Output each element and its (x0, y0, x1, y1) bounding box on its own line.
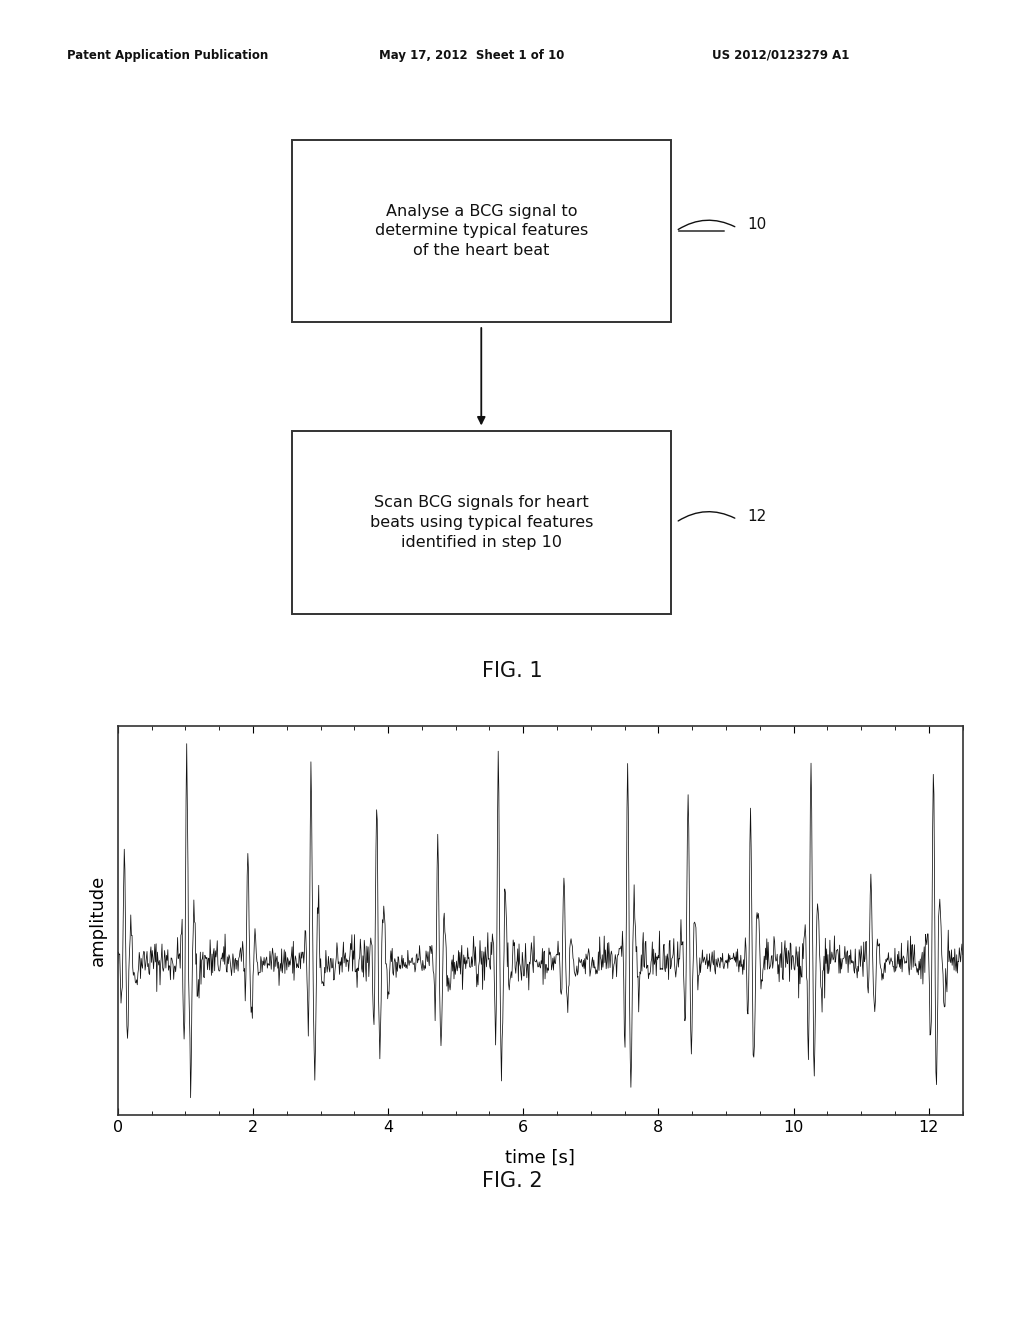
X-axis label: time [s]: time [s] (505, 1150, 575, 1167)
Y-axis label: amplitude: amplitude (89, 875, 106, 966)
Text: 12: 12 (748, 510, 767, 524)
Text: Patent Application Publication: Patent Application Publication (67, 49, 268, 62)
Bar (292, 140, 671, 322)
Text: US 2012/0123279 A1: US 2012/0123279 A1 (712, 49, 849, 62)
Text: FIG. 2: FIG. 2 (481, 1171, 543, 1192)
Text: Analyse a BCG signal to
determine typical features
of the heart beat: Analyse a BCG signal to determine typica… (375, 203, 588, 259)
Text: 10: 10 (748, 218, 767, 232)
Text: FIG. 1: FIG. 1 (481, 660, 543, 681)
Text: May 17, 2012  Sheet 1 of 10: May 17, 2012 Sheet 1 of 10 (379, 49, 564, 62)
Text: Scan BCG signals for heart
beats using typical features
identified in step 10: Scan BCG signals for heart beats using t… (370, 495, 593, 549)
Bar (292, 432, 671, 614)
